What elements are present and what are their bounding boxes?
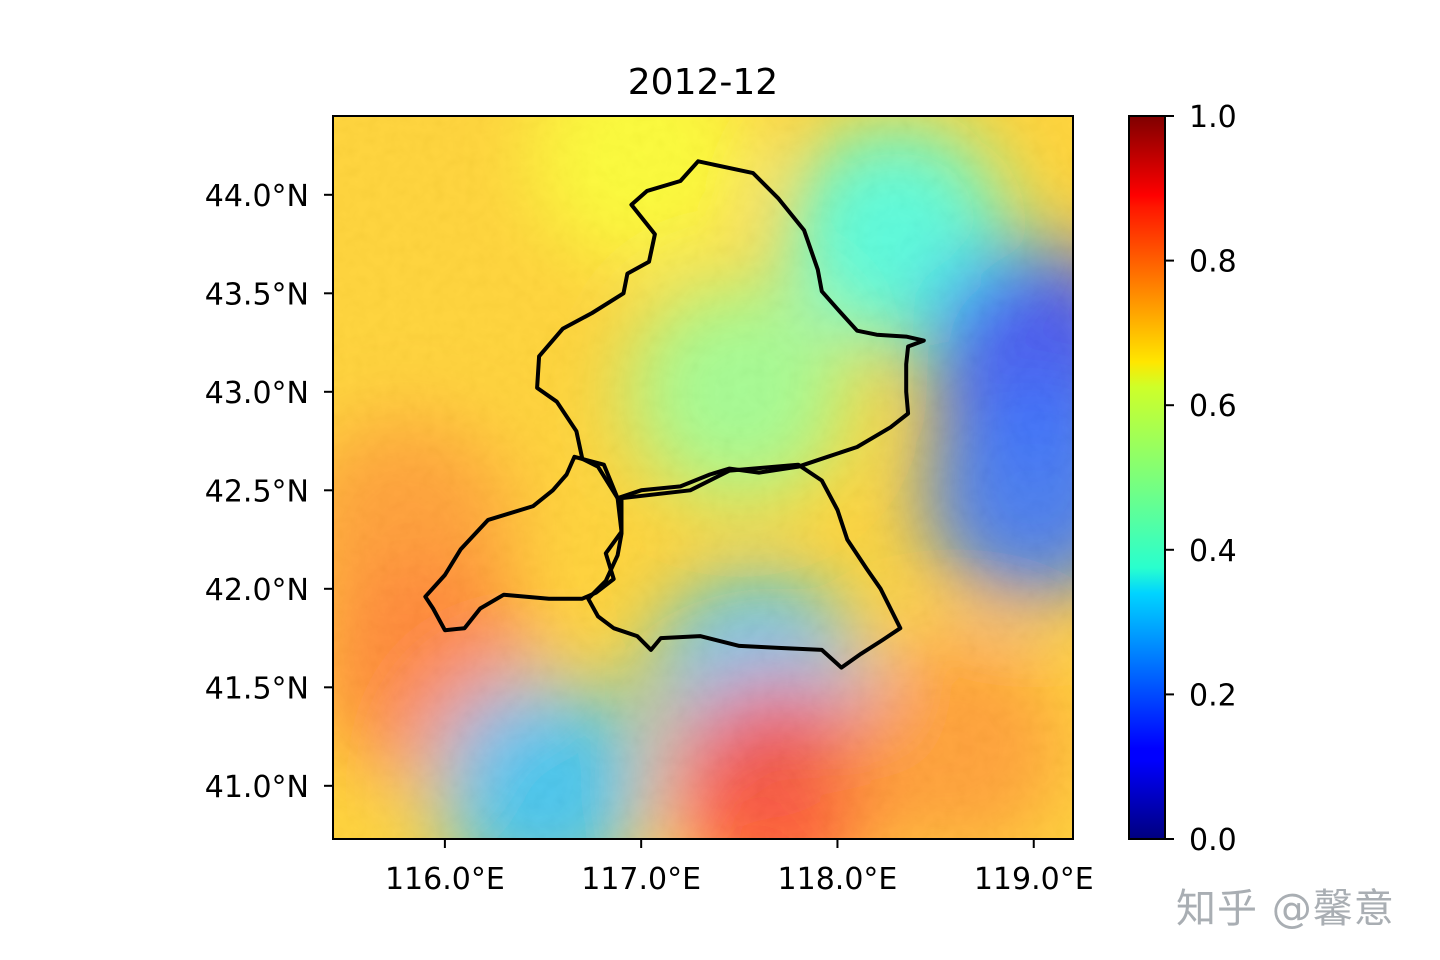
y-tick-label-6: 44.0°N [205,179,309,214]
colorbar-tick-label-4: 0.8 [1189,245,1237,280]
watermark-text: 知乎 @馨意 [1176,886,1395,932]
y-tick-label-1: 41.5°N [205,671,309,706]
colorbar-tick-label-0: 0.0 [1189,823,1237,858]
y-axis-ticks: 41.0°N 41.5°N 42.0°N 42.5°N 43.0°N 43.5°N 44.0… [205,179,333,805]
boundary-2 [586,462,903,670]
x-axis-ticks: 116.0°E 117.0°E 118.0°E 119.0°E [385,839,1094,897]
colorbar-tick-label-2: 0.4 [1189,534,1237,569]
region-boundaries [423,159,926,670]
plot-frame [332,115,1074,840]
y-tick-label-3: 42.5°N [205,474,309,509]
colorbar-tick-label-3: 0.6 [1189,389,1237,424]
colorbar-tick-label-1: 0.2 [1189,678,1237,713]
colorbar [1128,115,1166,840]
y-tick-label-0: 41.0°N [205,770,309,805]
colorbar-ticks: 0.0 0.2 0.4 0.6 0.8 1.0 [1165,100,1237,858]
chart-title: 2012-12 [628,62,778,103]
colorbar-tick-label-5: 1.0 [1189,100,1237,135]
boundary-1 [423,454,624,633]
x-tick-label-0: 116.0°E [385,862,505,897]
y-tick-label-2: 42.0°N [205,573,309,608]
y-tick-label-4: 43.0°N [205,376,309,411]
x-tick-label-1: 117.0°E [581,862,701,897]
x-tick-label-2: 118.0°E [778,862,898,897]
x-tick-label-3: 119.0°E [974,862,1094,897]
y-tick-label-5: 43.5°N [205,277,309,312]
